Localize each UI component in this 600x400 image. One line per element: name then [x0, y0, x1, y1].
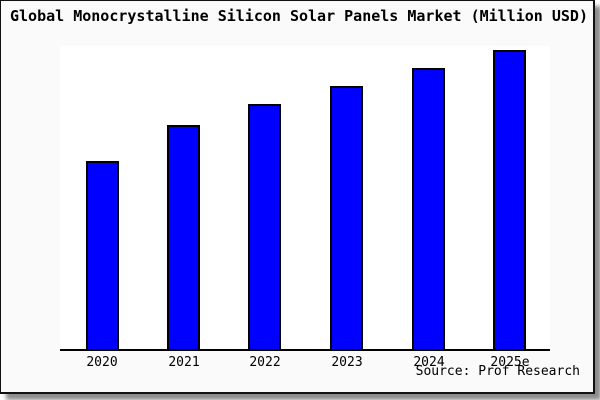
bar-2024	[412, 68, 445, 349]
x-axis-label-2025e: 2025e	[490, 355, 530, 370]
x-axis-label-2024: 2024	[413, 355, 445, 370]
chart-title: Global Monocrystalline Silicon Solar Pan…	[10, 7, 588, 25]
source-credit: Source: Prof Research	[415, 364, 580, 379]
x-axis-label-2020: 2020	[86, 355, 118, 370]
bar-2021	[167, 125, 200, 349]
bar-2023	[330, 86, 363, 349]
x-axis-label-2023: 2023	[331, 355, 363, 370]
x-axis-label-2022: 2022	[249, 355, 281, 370]
plot-area	[60, 46, 550, 349]
bar-2022	[248, 104, 281, 349]
bar-2020	[86, 161, 119, 349]
bar-2025e	[493, 50, 526, 349]
x-axis-line	[60, 349, 550, 351]
x-axis-label-2021: 2021	[168, 355, 200, 370]
chart-card: Global Monocrystalline Silicon Solar Pan…	[0, 0, 595, 394]
